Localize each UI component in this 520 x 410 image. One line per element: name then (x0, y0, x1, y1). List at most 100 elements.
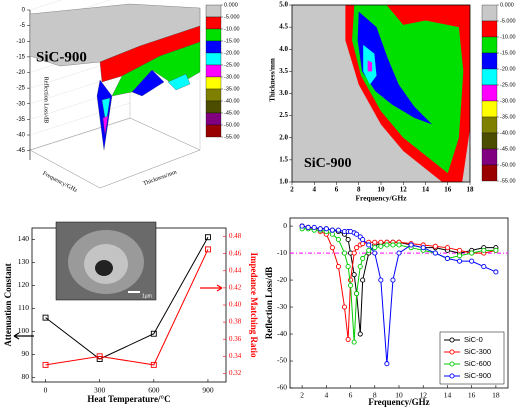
data-point (150, 361, 157, 368)
y2-axis-label: Impedance Matching Ratio (249, 253, 259, 358)
data-point (493, 247, 499, 253)
data-point (384, 361, 390, 367)
y2-tick-label: 0.34 (229, 352, 242, 360)
colorbar-label: -45.00 (500, 146, 516, 152)
data-point (348, 282, 354, 289)
colorbar-swatch (205, 52, 222, 66)
legend-label: SiC-600 (464, 359, 491, 368)
chart-title: SiC-900 (304, 156, 351, 171)
colorbar-swatch (205, 40, 222, 54)
data-point (329, 227, 335, 233)
y-tick-label: 140 (18, 234, 30, 243)
colorbar-swatch (205, 88, 222, 102)
colorbar-label: -30.00 (224, 74, 240, 80)
colorbar-swatch (481, 148, 498, 166)
y-tick-label: -40 (277, 329, 287, 338)
data-point (329, 245, 335, 251)
data-point (390, 242, 396, 248)
x-tick-label: 16 (444, 186, 452, 194)
colorbar-label: -55.00 (224, 134, 240, 140)
data-point (481, 247, 487, 253)
x-tick-label: 300 (94, 386, 106, 395)
data-point (345, 336, 351, 342)
data-point (432, 243, 438, 249)
data-point (469, 258, 475, 264)
y2-tick-label: 0.48 (229, 232, 242, 240)
data-point (335, 237, 341, 243)
y-tick-label: -30 (277, 302, 287, 311)
colorbar-label: -20.00 (224, 50, 240, 56)
data-point (345, 237, 351, 243)
x-tick-label: 14 (444, 391, 452, 400)
data-point (354, 291, 360, 297)
y-tick-label: 2.5 (279, 111, 288, 119)
colorbar-label: -10.00 (500, 34, 516, 40)
y-tick-label: 130 (18, 257, 30, 266)
y2-tick-label: 0.44 (229, 266, 242, 274)
y-tick-label: 2.0 (279, 133, 288, 141)
data-point (432, 250, 438, 256)
legend-marker (449, 361, 455, 367)
x-axis-label: Frequency/GHz (41, 171, 78, 194)
y-tick-label: 120 (18, 280, 30, 289)
x-tick-label: 12 (419, 391, 427, 400)
y-tick-label: 90 (22, 349, 30, 358)
surface-patch (131, 69, 165, 97)
y-tick-label: -50 (277, 356, 287, 365)
data-point (357, 264, 363, 270)
colorbar-swatch (205, 28, 222, 42)
data-point (354, 245, 360, 251)
z-tick-label: -35 (16, 117, 25, 123)
data-point (378, 277, 384, 283)
y2-tick-label: 0.40 (229, 301, 242, 309)
y-tick-label: 3.5 (279, 67, 288, 75)
colorbar-label: -40.00 (224, 98, 240, 104)
data-point (305, 224, 311, 230)
data-point (341, 250, 348, 256)
colorbar-label: -35.00 (500, 114, 516, 120)
contour-region (367, 60, 373, 72)
y-tick-label: -60 (277, 383, 287, 392)
data-point (366, 242, 372, 248)
y2-tick-label: 0.42 (229, 283, 242, 291)
y-tick-label: 1.5 (279, 155, 288, 163)
data-point (299, 223, 305, 229)
colorbar-swatch (205, 100, 222, 114)
inset-pore (95, 260, 113, 276)
z-tick-label: -40 (16, 133, 25, 139)
data-point (481, 264, 487, 270)
data-point (341, 304, 348, 310)
colorbar-label: -30.00 (500, 98, 516, 104)
data-point (366, 247, 372, 253)
series-line (45, 236, 209, 360)
colorbar-label: -5.000 (224, 14, 240, 20)
colorbar-swatch (205, 112, 222, 126)
data-point (372, 250, 378, 256)
colorbar-label: -40.00 (500, 130, 516, 136)
y2-tick-label: 0.38 (229, 318, 242, 326)
x-tick-label: 10 (378, 186, 386, 194)
data-point (469, 250, 475, 256)
z-tick-label: -30 (16, 101, 25, 107)
colorbar-label: -35.00 (224, 86, 240, 92)
data-point (390, 277, 396, 283)
x-tick-label: 600 (148, 386, 160, 395)
data-point (351, 272, 357, 278)
y-tick-label: 100 (18, 326, 30, 335)
data-point (357, 331, 363, 337)
y-axis-label: Attenuation Constant (3, 263, 13, 346)
legend-label: SiC-300 (464, 347, 491, 356)
data-point (457, 253, 463, 259)
colorbar-label: -25.00 (500, 82, 516, 88)
y-tick-label: 1.0 (279, 178, 288, 186)
z-axis-label: Reflection Loss/dB (43, 77, 50, 124)
legend-label: SiC-900 (464, 371, 491, 380)
colorbar-label: -10.00 (224, 26, 240, 32)
data-point (493, 269, 499, 275)
grid-line (29, 102, 131, 136)
x-tick-label: 6 (349, 391, 353, 400)
x-tick-label: 4 (324, 391, 328, 400)
colorbar-label: -15.00 (224, 38, 240, 44)
colorbar-swatch (205, 64, 222, 78)
y-axis-label: Thickness/mm (269, 58, 277, 102)
